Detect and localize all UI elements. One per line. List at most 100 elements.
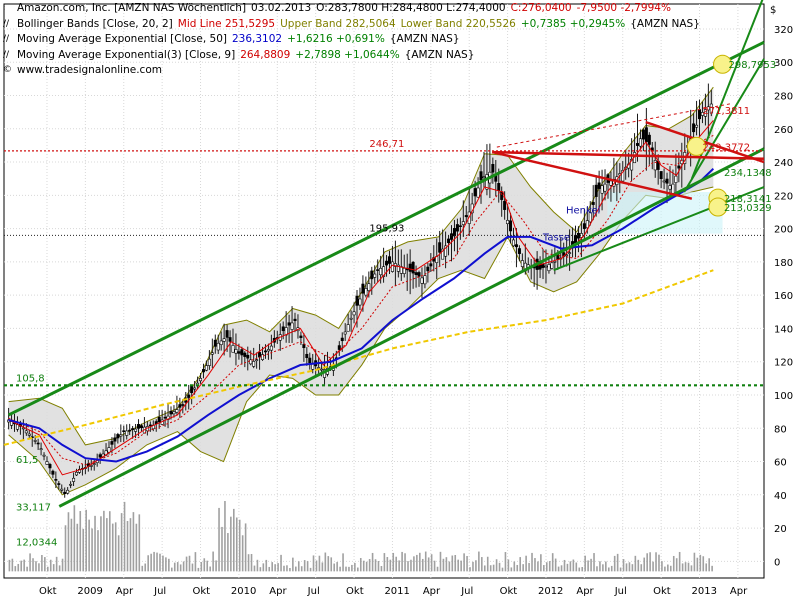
price-body (706, 106, 710, 111)
price-body (346, 324, 350, 332)
volume-bar (427, 557, 430, 572)
price-body (636, 143, 640, 146)
volume-bar (424, 551, 427, 572)
price-body (228, 337, 232, 342)
volume-bar (525, 555, 527, 572)
price-body (69, 483, 73, 486)
price-body (506, 219, 510, 225)
volume-bar (206, 560, 209, 572)
volume-bar (339, 566, 341, 572)
x-tick-label: Apr (576, 586, 594, 597)
volume-bar (433, 560, 436, 572)
volume-bar (259, 567, 262, 572)
price-body (647, 134, 651, 145)
price-body (311, 363, 315, 370)
legend-date: 03.02.2013 (251, 2, 312, 14)
x-tick-label: Jul (460, 586, 473, 597)
volume-bar (684, 562, 687, 572)
price-body (193, 387, 197, 390)
right-value-label: 234,1348 (724, 168, 772, 179)
volume-bar (58, 565, 61, 572)
price-body (553, 260, 557, 263)
volume-bar (73, 505, 76, 572)
volume-bar (238, 519, 241, 572)
yellow-dashed-trend (3, 269, 714, 446)
volume-bar (126, 520, 129, 572)
volume-bar (419, 552, 421, 572)
volume-bar (711, 565, 713, 572)
volume-bar (324, 552, 327, 572)
volume-bar (557, 566, 560, 572)
price-body (444, 245, 448, 257)
volume-bar (35, 561, 37, 572)
volume-bar (138, 514, 141, 572)
volume-bar (351, 564, 353, 572)
volume-bar (82, 528, 85, 572)
price-body (367, 283, 371, 291)
price-body (668, 185, 672, 190)
volume-bar (224, 501, 226, 572)
volume-bar (176, 562, 179, 572)
price-body (175, 409, 179, 413)
price-body (455, 224, 459, 232)
price-body (603, 183, 607, 192)
price-body (550, 262, 554, 269)
right-value-label: 249,3772 (702, 142, 750, 153)
volume-bar (593, 553, 595, 572)
price-body (500, 191, 504, 200)
price-body (491, 164, 495, 173)
volume-bar (194, 552, 197, 572)
volume-bar (8, 559, 11, 572)
volume-bar (256, 559, 259, 572)
price-body (547, 264, 551, 272)
volume-bar (575, 562, 578, 572)
volume-bar (678, 551, 681, 572)
volume-bar (197, 567, 200, 572)
price-body (677, 165, 681, 169)
trend-channel-lower (58, 147, 765, 508)
volume-bar (652, 561, 654, 572)
volume-bar (365, 561, 368, 572)
price-body (476, 187, 480, 198)
volume-bar (14, 566, 17, 572)
volume-bar (38, 563, 40, 572)
volume-bar (345, 566, 347, 572)
legend-instrument: Amazon.com, Inc. [AMZN NAS Wöchentlich] (17, 2, 247, 14)
price-body (671, 183, 675, 194)
volume-bar (227, 533, 229, 572)
price-body (51, 470, 55, 475)
volume-bar (551, 553, 554, 572)
volume-bar (97, 530, 99, 572)
volume-bar (342, 553, 344, 572)
volume-bar (702, 556, 705, 572)
volume-bar (605, 561, 607, 572)
y-tick-label: 280 (774, 92, 793, 103)
price-body (565, 254, 569, 257)
price-body (293, 318, 297, 321)
volume-bar (132, 512, 135, 572)
volume-bar (687, 562, 690, 572)
y-tick-label: 240 (774, 158, 793, 169)
pattern-annotation: Tasse (542, 232, 570, 243)
volume-bar (170, 567, 173, 572)
copyright-icon: © (3, 65, 12, 75)
y-tick-label: 300 (774, 58, 793, 69)
price-body (27, 433, 31, 436)
volume-bar (336, 562, 338, 572)
legend-row-source: © www.tradesignalonline.com (3, 63, 700, 79)
price-body (33, 440, 37, 442)
volume-bar (649, 552, 651, 572)
volume-bar (111, 523, 114, 572)
volume-bar (315, 560, 318, 572)
volume-bar (141, 565, 144, 572)
price-body (77, 468, 81, 473)
volume-bar (664, 566, 666, 572)
volume-bar (708, 558, 710, 572)
price-body (503, 200, 507, 210)
price-body (709, 103, 713, 114)
volume-bar (49, 559, 52, 572)
price-body (119, 434, 123, 437)
volume-bar (265, 559, 268, 572)
volume-bar (147, 555, 149, 572)
price-body (213, 339, 217, 347)
